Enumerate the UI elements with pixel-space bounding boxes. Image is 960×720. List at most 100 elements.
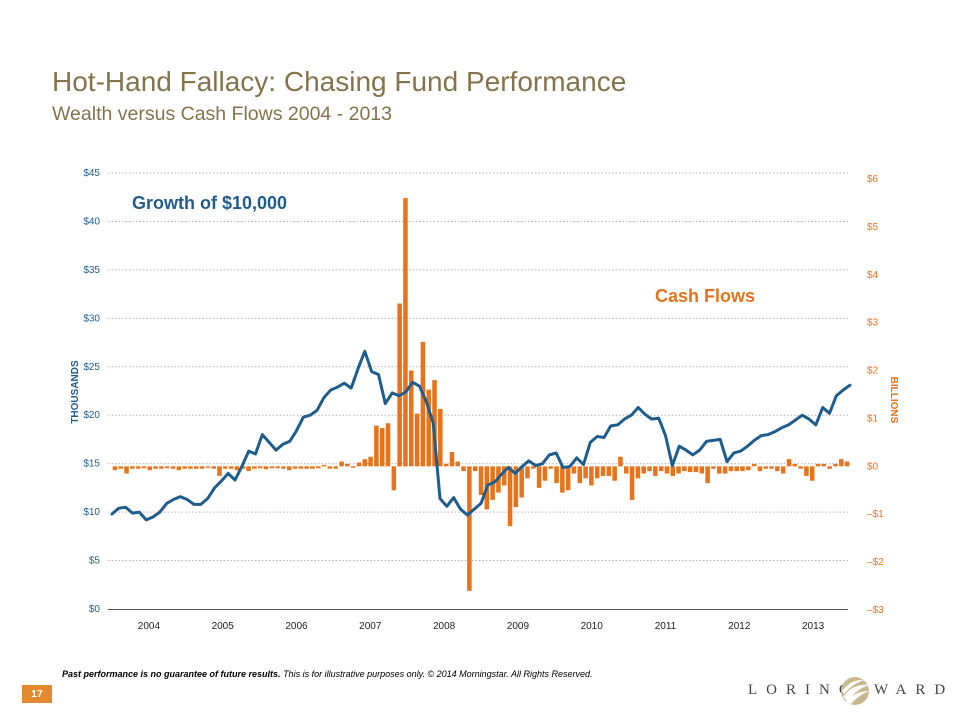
cash-flow-bar: [844, 461, 850, 467]
cash-flow-bar: [722, 466, 728, 474]
left-tick-label: $15: [83, 459, 100, 470]
cash-flow-bar: [130, 466, 135, 469]
x-tick-label: 2005: [212, 621, 235, 632]
cash-flow-bar: [699, 466, 705, 474]
left-tick-label: $5: [89, 556, 101, 567]
cash-flow-bar: [153, 466, 158, 469]
cash-flow-bar: [839, 459, 844, 467]
x-tick-label: 2004: [138, 621, 161, 632]
cash-flow-bar: [775, 466, 780, 472]
x-tick-label: 2006: [285, 621, 308, 632]
cash-flow-bar: [368, 456, 373, 467]
cash-flow-bar: [798, 466, 803, 469]
cash-flow-bar: [751, 463, 757, 467]
cash-flow-bar: [618, 456, 623, 467]
page-number: 17: [22, 685, 52, 703]
cash-flows-annotation: Cash Flows: [655, 286, 755, 306]
cash-flow-bar: [507, 466, 513, 527]
cash-flow-bar: [257, 466, 263, 469]
cash-flow-bar: [693, 466, 699, 473]
cash-flow-bar: [310, 466, 315, 469]
cash-flow-bar: [821, 463, 827, 467]
cash-flow-bar: [199, 466, 205, 469]
cash-flow-bar: [804, 466, 809, 476]
growth-line-path: [110, 349, 852, 522]
cash-flow-bar: [461, 466, 466, 472]
cash-flow-bar: [682, 466, 687, 472]
cash-flow-bar: [426, 389, 431, 467]
cash-flow-bar: [746, 466, 751, 471]
cash-flow-bar: [182, 466, 187, 469]
cash-flow-bar: [531, 466, 536, 469]
cash-flow-bar: [211, 466, 216, 469]
cash-flow-bar: [629, 466, 635, 500]
cash-flow-bar: [560, 466, 565, 493]
cash-flow-bar: [676, 466, 681, 474]
slide-title: Hot-Hand Fallacy: Chasing Fund Performan…: [52, 66, 627, 97]
left-tick-label: $20: [83, 410, 100, 421]
cash-flow-bar: [780, 466, 786, 474]
cash-flow-bar: [205, 466, 211, 468]
wealth-cashflow-chart: $0 $5 $10 $15 $20 $25 $30 $35 $40 $45 –$3 –$2 –$1 $0…: [70, 168, 899, 632]
cash-flow-bar: [164, 466, 170, 469]
growth-line: [110, 349, 852, 522]
cash-flow-bar: [409, 370, 414, 467]
cash-flow-bar: [438, 408, 443, 467]
cash-flow-bar: [135, 466, 141, 469]
cash-flow-bars: [112, 198, 850, 591]
cash-flow-bar: [159, 466, 164, 469]
slide-subtitle: Wealth versus Cash Flows 2004 - 2013: [52, 103, 392, 125]
cash-flow-bar: [600, 466, 606, 476]
cash-flow-bar: [304, 466, 309, 469]
cash-flow-bar: [467, 466, 472, 591]
cash-flow-bar: [635, 466, 641, 479]
left-tick-label: $30: [83, 313, 100, 324]
cash-flow-bar: [316, 466, 321, 469]
cash-flow-bar: [455, 461, 461, 467]
cash-flow-bar: [786, 459, 792, 467]
cash-flow-bar: [711, 466, 716, 469]
cash-flow-bar: [275, 466, 280, 469]
cash-flow-bar: [112, 466, 118, 471]
cash-flow-bar: [658, 466, 664, 472]
left-tick-label: $40: [83, 216, 100, 227]
cash-flow-bar: [188, 466, 193, 469]
right-axis-label: BILLIONS: [888, 377, 899, 424]
cash-flow-bar: [443, 463, 449, 467]
cash-flow-bar: [223, 466, 228, 469]
cash-flow-bar: [769, 466, 774, 469]
disclaimer-bold: Past performance is no guarantee of futu…: [62, 669, 281, 679]
cash-flow-bar: [339, 461, 344, 467]
cash-flow-bar: [548, 466, 553, 469]
cash-flow-bar: [379, 428, 385, 467]
left-tick-label: $25: [83, 362, 100, 373]
cash-flow-bar: [286, 466, 292, 471]
cash-flow-bar: [252, 466, 257, 469]
right-tick-label: –$2: [867, 557, 884, 568]
x-tick-label: 2013: [802, 621, 825, 632]
cash-flow-bar: [414, 413, 420, 467]
cash-flow-bar: [217, 466, 222, 476]
left-tick-label: $35: [83, 265, 100, 276]
cash-flow-bar: [792, 463, 798, 467]
cash-flow-bar: [809, 466, 815, 481]
cash-flow-bar: [763, 466, 769, 469]
cash-flow-bar: [391, 466, 397, 491]
cash-flow-bar: [577, 466, 583, 484]
x-tick-label: 2010: [581, 621, 604, 632]
cash-flow-bar: [228, 466, 234, 469]
cash-flow-bar: [664, 466, 670, 474]
cash-flow-bar: [542, 466, 548, 481]
cash-flow-bar: [478, 466, 484, 496]
cash-flow-bar: [583, 466, 588, 479]
cash-flow-bar: [356, 462, 362, 467]
cash-flow-bar: [734, 466, 739, 472]
cash-flow-bar: [519, 466, 524, 498]
cash-flow-bar: [333, 466, 338, 469]
logo-swoosh-icon: [841, 677, 869, 705]
cash-flow-bar: [606, 466, 612, 476]
cash-flow-bar: [687, 466, 693, 473]
cash-flow-bar: [385, 423, 391, 467]
cash-flow-bar: [827, 466, 832, 469]
right-tick-label: $4: [867, 270, 879, 281]
